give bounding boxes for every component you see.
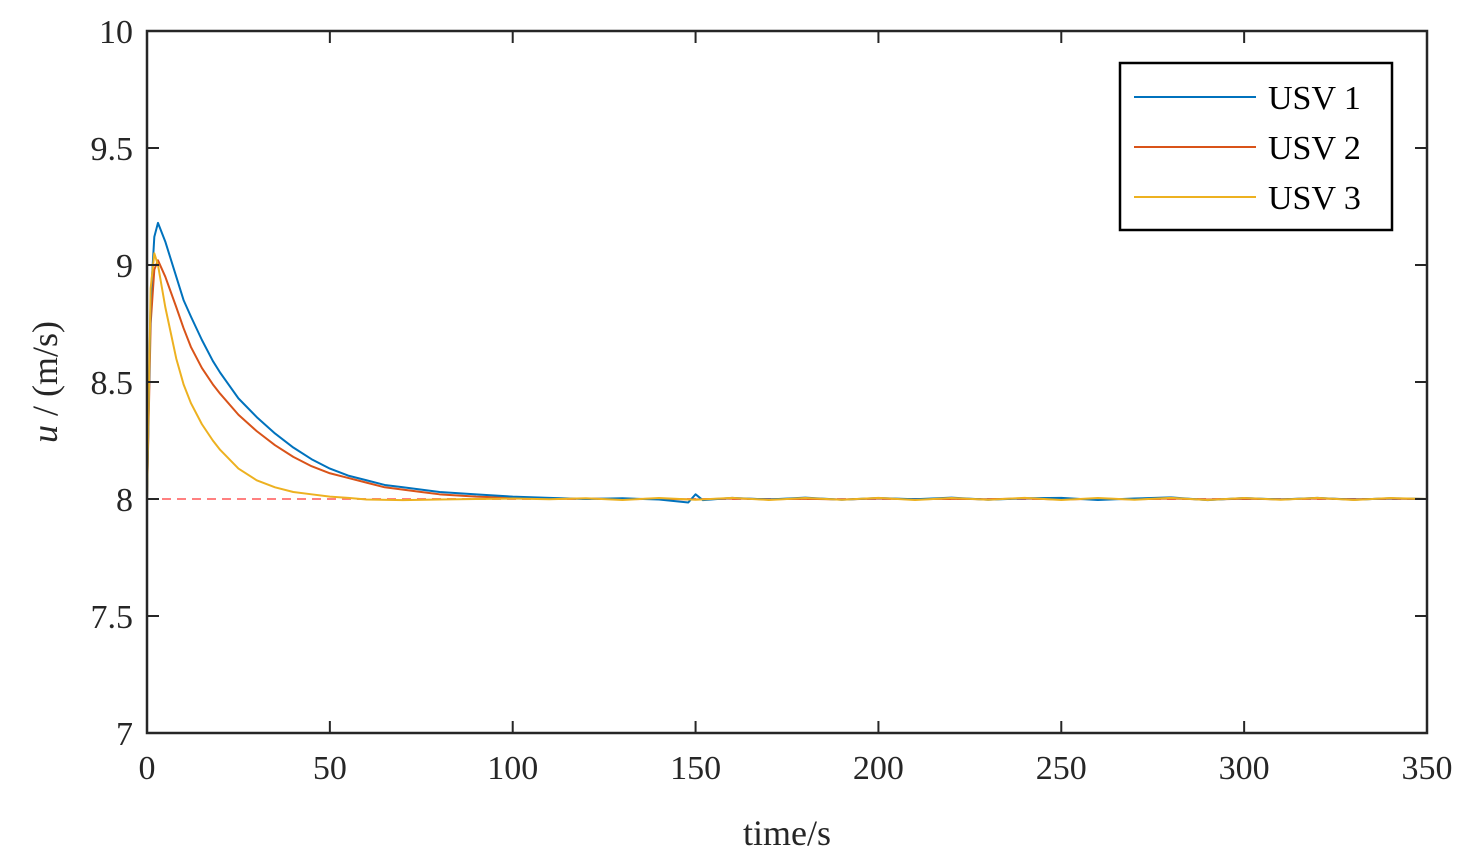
- x-tick-label: 0: [139, 750, 156, 787]
- legend-label-3: USV 3: [1268, 180, 1361, 217]
- y-tick-label: 8: [116, 482, 133, 519]
- x-tick-label: 200: [853, 750, 904, 787]
- legend-label-1: USV 1: [1268, 80, 1361, 117]
- x-tick-label: 300: [1219, 750, 1270, 787]
- y-tick-label: 7.5: [91, 599, 134, 636]
- tick-layer: 0 50 100 150 200 250 300 350 7 7.5 8 8.5 9 9.5 10: [91, 14, 1453, 787]
- y-tick-label: 10: [99, 14, 133, 51]
- y-axis-label-variable: u: [25, 425, 65, 443]
- series-line-3: [146, 252, 1428, 502]
- y-axis-label: u / (m/s): [25, 321, 65, 443]
- x-tick-label: 350: [1402, 750, 1453, 787]
- y-tick-label: 9.5: [91, 131, 134, 168]
- y-axis-label-unit: / (m/s): [25, 321, 65, 425]
- x-tick-label: 100: [487, 750, 538, 787]
- y-tick-label: 9: [116, 248, 133, 285]
- legend: USV 1 USV 2 USV 3: [1118, 61, 1394, 232]
- y-tick-label: 7: [116, 716, 133, 753]
- y-tick-label: 8.5: [91, 365, 134, 402]
- series-layer: [146, 221, 1428, 504]
- x-axis-label: time/s: [743, 813, 831, 853]
- x-tick-label: 150: [670, 750, 721, 787]
- legend-label-2: USV 2: [1268, 130, 1361, 167]
- x-tick-label: 250: [1036, 750, 1087, 787]
- x-tick-label: 50: [313, 750, 347, 787]
